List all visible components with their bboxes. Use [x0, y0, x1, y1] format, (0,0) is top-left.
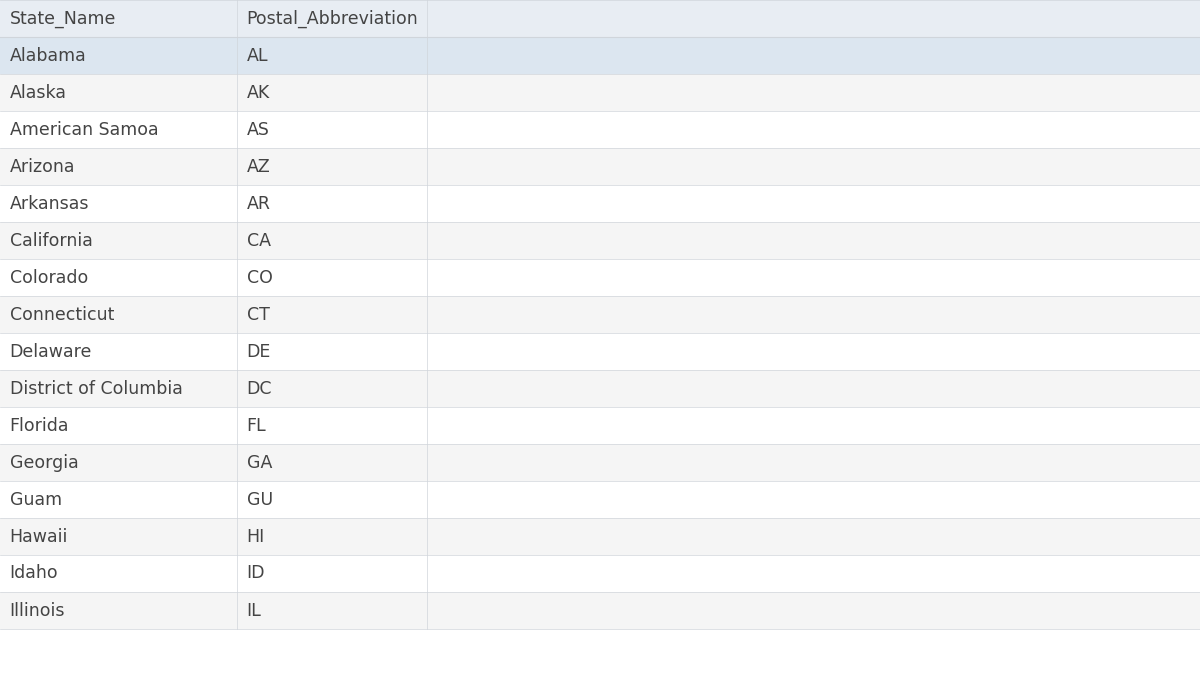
Bar [0, 518, 1200, 555]
Bar [0, 333, 1200, 370]
Text: AK: AK [247, 84, 270, 101]
Bar [0, 74, 1200, 111]
Bar [0, 555, 1200, 592]
Bar [0, 481, 1200, 518]
Bar [0, 370, 1200, 407]
Text: Delaware: Delaware [10, 342, 92, 360]
Text: IL: IL [247, 601, 262, 620]
Text: Hawaii: Hawaii [10, 527, 68, 545]
Text: Florida: Florida [10, 416, 70, 435]
Text: ID: ID [247, 564, 265, 583]
Bar [0, 185, 1200, 222]
Text: Connecticut: Connecticut [10, 306, 114, 323]
Text: Illinois: Illinois [10, 601, 65, 620]
Text: American Samoa: American Samoa [10, 121, 158, 138]
Text: GA: GA [247, 454, 272, 472]
Text: Arizona: Arizona [10, 157, 76, 176]
Text: DC: DC [247, 379, 272, 398]
Bar [0, 111, 1200, 148]
Text: Georgia: Georgia [10, 454, 78, 472]
Text: GU: GU [247, 491, 272, 508]
Text: Postal_Abbreviation: Postal_Abbreviation [247, 9, 419, 28]
Text: California: California [10, 232, 92, 250]
Text: FL: FL [247, 416, 266, 435]
Text: HI: HI [247, 527, 265, 545]
Bar [0, 37, 1200, 74]
Text: CO: CO [247, 269, 272, 286]
Text: Colorado: Colorado [10, 269, 88, 286]
Text: CA: CA [247, 232, 271, 250]
Bar [0, 222, 1200, 259]
Text: Guam: Guam [10, 491, 61, 508]
Text: Idaho: Idaho [10, 564, 59, 583]
Text: AZ: AZ [247, 157, 270, 176]
Text: CT: CT [247, 306, 270, 323]
Text: AS: AS [247, 121, 270, 138]
Text: State_Name: State_Name [10, 9, 116, 28]
Bar [0, 444, 1200, 481]
Bar [0, 148, 1200, 185]
Text: Arkansas: Arkansas [10, 194, 89, 213]
Bar [0, 0, 1200, 37]
Bar [0, 592, 1200, 629]
Bar [0, 407, 1200, 444]
Text: Alaska: Alaska [10, 84, 67, 101]
Text: DE: DE [247, 342, 271, 360]
Text: District of Columbia: District of Columbia [10, 379, 182, 398]
Text: Alabama: Alabama [10, 47, 86, 65]
Bar [0, 259, 1200, 296]
Text: AL: AL [247, 47, 268, 65]
Text: AR: AR [247, 194, 271, 213]
Bar [0, 296, 1200, 333]
